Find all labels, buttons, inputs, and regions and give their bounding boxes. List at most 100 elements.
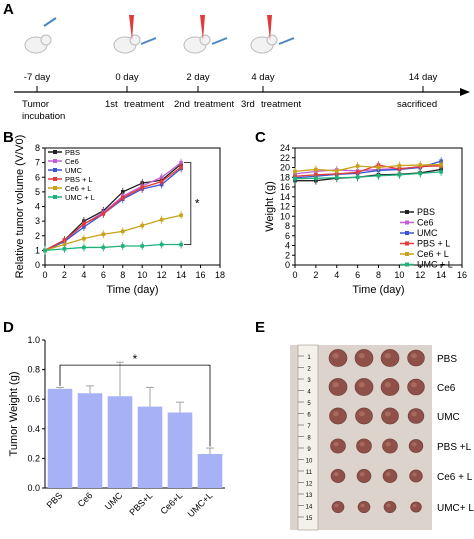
- ruler-number: 6: [307, 413, 311, 419]
- data-point: [120, 244, 125, 248]
- y-tick-label: 8: [35, 143, 40, 153]
- data-point: [439, 170, 443, 174]
- legend-label: Ce6 + L: [417, 249, 449, 259]
- ruler-number: 2: [307, 367, 311, 373]
- data-point: [293, 176, 297, 181]
- ruler-number: 12: [306, 482, 313, 488]
- y-tick-label: 12: [280, 202, 290, 212]
- x-tick-label: 16: [196, 270, 206, 280]
- x-tick-label: 16: [457, 270, 467, 280]
- tumor-highlight: [333, 441, 339, 447]
- data-point: [397, 163, 402, 168]
- data-point: [179, 160, 183, 165]
- x-tick-label: 14: [436, 270, 446, 280]
- x-tick-label: 12: [157, 270, 167, 280]
- tumor-highlight: [411, 411, 417, 417]
- legend-label: UMC: [417, 228, 438, 238]
- tumor-sample: [328, 378, 348, 396]
- tumor-sample: [407, 378, 425, 396]
- tumor-weight-chart: 0.0 0.2 0.4 0.6 0.8 1.0 Tumor Weight (g) PBS Ce6…: [8, 335, 225, 519]
- data-point: [334, 169, 339, 173]
- mouse-icon: [113, 15, 157, 54]
- legend-marker: [53, 159, 57, 163]
- timeline-ticks: [36, 86, 424, 92]
- tumor-highlight: [332, 411, 339, 417]
- ruler-number: 13: [306, 493, 313, 499]
- y-tick-label: 0: [35, 260, 40, 270]
- event-label: treatment: [194, 99, 234, 110]
- tumor-highlight: [334, 503, 339, 508]
- significance-marker: *: [195, 197, 200, 211]
- tumor-highlight: [412, 504, 417, 508]
- data-point: [82, 245, 86, 250]
- event-label: 1st: [105, 99, 118, 110]
- category-label: PBS: [45, 490, 65, 510]
- data-point: [159, 179, 164, 184]
- y-axis-label: Tumor Weight (g): [8, 372, 20, 457]
- tumor-sample: [380, 349, 400, 367]
- tumor-sample: [328, 349, 348, 367]
- significance-bracket: [59, 364, 211, 447]
- legend-label: PBS: [65, 148, 80, 157]
- ruler-number: 4: [307, 390, 311, 396]
- tumor-highlight: [385, 441, 391, 447]
- group-label: Ce6: [437, 383, 456, 394]
- tumor-sample: [383, 500, 397, 513]
- ruler-number: 15: [306, 516, 313, 522]
- ruler-number: 10: [306, 459, 313, 465]
- event-label: treatment: [124, 99, 164, 110]
- significance-marker: *: [133, 352, 138, 366]
- y-tick-label: 2: [285, 250, 290, 260]
- y-tick-label: 0.4: [27, 424, 40, 434]
- series-line: [294, 171, 442, 180]
- data-point: [62, 242, 67, 247]
- x-tick-label: 8: [376, 270, 381, 280]
- data-point: [62, 238, 67, 242]
- y-tick-label: 0: [285, 260, 290, 270]
- y-tick-label: 8: [285, 221, 290, 231]
- tumor-highlight: [359, 472, 365, 477]
- group-label: Ce6 + L: [437, 472, 473, 483]
- ruler-number: 8: [307, 436, 311, 442]
- y-tick-label: 1: [35, 245, 40, 255]
- x-tick-label: 10: [394, 270, 404, 280]
- tumor-sample: [408, 439, 424, 453]
- legend-label: UMC + L: [417, 260, 453, 270]
- legend-label: PBS + L: [417, 239, 450, 249]
- tumor-sample: [354, 378, 374, 396]
- x-tick-label: 0: [292, 270, 297, 280]
- event-label: treatment: [261, 99, 301, 110]
- data-point: [140, 223, 145, 228]
- legend-label: PBS + L: [65, 175, 93, 184]
- data-point: [159, 175, 164, 180]
- ruler-number: 1: [307, 355, 311, 361]
- data-point: [293, 169, 297, 174]
- legend-marker: [405, 241, 409, 246]
- data-point: [101, 212, 106, 216]
- event-label: Tumor: [22, 99, 49, 110]
- y-axis-label: Weight (g): [264, 181, 276, 232]
- ruler-number: 5: [307, 401, 311, 407]
- tumor-highlight: [358, 353, 365, 359]
- tumor-sample: [409, 469, 423, 483]
- ruler: [297, 344, 319, 531]
- event-label: 2nd: [174, 99, 190, 110]
- x-tick-label: 18: [215, 270, 225, 280]
- tumor-sample: [410, 501, 422, 513]
- tumor-highlight: [358, 382, 365, 388]
- tumor-highlight: [333, 472, 339, 477]
- tumor-sample: [329, 407, 347, 425]
- data-point: [159, 217, 164, 222]
- group-label: UMC+ L: [437, 503, 474, 514]
- y-tick-label: 0.0: [27, 483, 40, 493]
- y-tick-label: 4: [285, 241, 290, 251]
- photo-labels: PBS Ce6 UMC PBS +L Ce6 + L UMC+ L: [437, 354, 474, 514]
- data-point: [418, 171, 423, 176]
- category-label: Ce6+L: [158, 490, 184, 516]
- data-point: [355, 175, 360, 180]
- data-point: [43, 248, 47, 253]
- tumor-sample: [355, 407, 373, 425]
